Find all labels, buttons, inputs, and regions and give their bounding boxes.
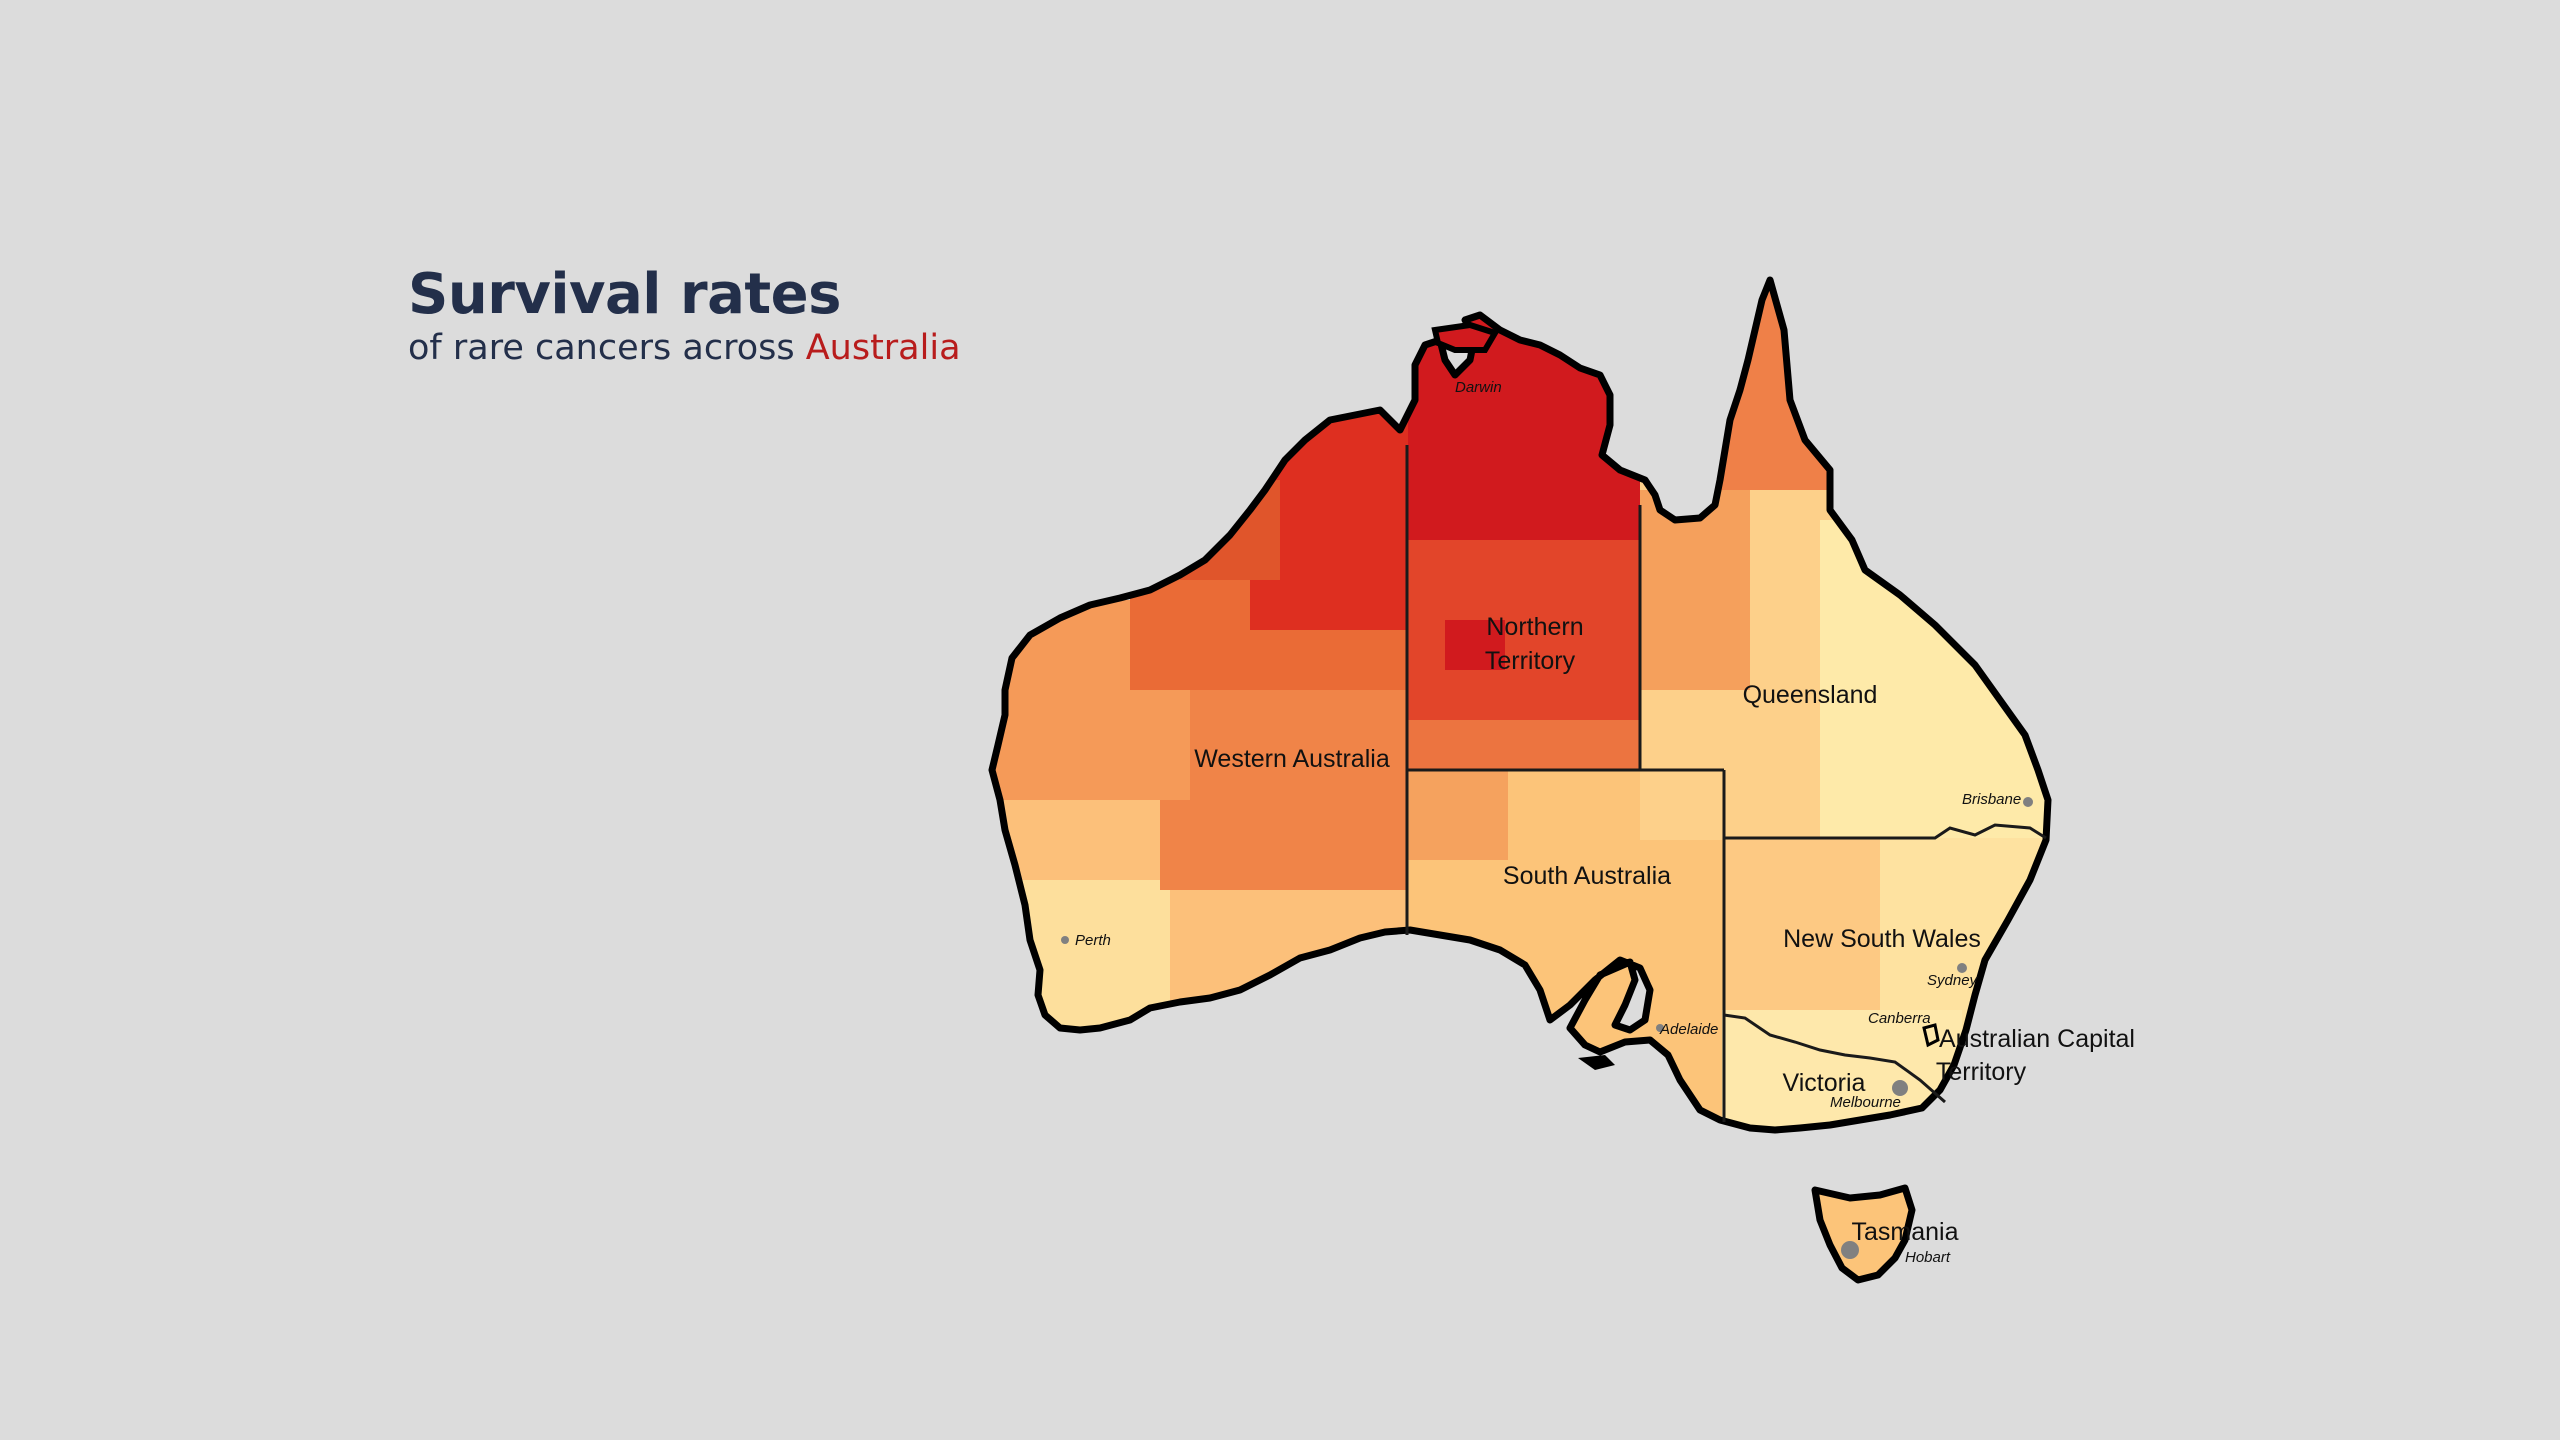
nt-label-line2: Territory xyxy=(1485,647,1576,675)
map-subtitle: of rare cancers across Australia xyxy=(408,328,961,368)
nsw-label: New South Wales xyxy=(1783,925,1981,953)
act-label-line2: Territory xyxy=(1936,1058,2027,1086)
sa-north-region xyxy=(1408,770,1508,860)
sydney-label: Sydney xyxy=(1927,972,1979,989)
adelaide-label: Adelaide xyxy=(1659,1021,1718,1038)
state-borders xyxy=(1405,445,2047,1122)
kangaroo-island xyxy=(1578,1055,1615,1070)
title-block: Survival rates of rare cancers across Au… xyxy=(408,262,961,368)
wa-label: Western Australia xyxy=(1194,745,1390,773)
city-markers xyxy=(1061,797,2033,1259)
adelaide-marker xyxy=(1656,1024,1664,1032)
perth-label: Perth xyxy=(1075,932,1111,949)
act-label-line1: Australian Capital xyxy=(1939,1025,2135,1053)
nt-hotspot-region xyxy=(1445,620,1505,670)
nsw-vic-border xyxy=(1723,1013,1946,1104)
brisbane-marker xyxy=(2023,797,2033,807)
sydney-marker xyxy=(1957,963,1967,973)
sa-label: South Australia xyxy=(1503,862,1671,890)
subtitle-accent: Australia xyxy=(805,328,961,368)
canberra-label: Canberra xyxy=(1868,1010,1931,1027)
qld-label: Queensland xyxy=(1743,681,1878,709)
melbourne-marker xyxy=(1892,1080,1908,1096)
hobart-label: Hobart xyxy=(1905,1249,1951,1266)
qld-nsw-border xyxy=(1724,823,2047,840)
perth-marker xyxy=(1061,936,1069,944)
wa-central-region xyxy=(1160,690,1410,890)
tas-label: Tasmania xyxy=(1852,1218,1959,1246)
hobart-marker xyxy=(1841,1241,1859,1259)
act-outline xyxy=(1922,1023,1940,1048)
subtitle-text: of rare cancers across xyxy=(408,328,806,368)
melville-island xyxy=(1431,321,1500,353)
melbourne-label: Melbourne xyxy=(1830,1094,1901,1111)
brisbane-label: Brisbane xyxy=(1962,791,2021,808)
vic-label: Victoria xyxy=(1783,1069,1866,1097)
nt-label-line1: Northern xyxy=(1486,613,1583,641)
tasmania-island xyxy=(1811,1184,1916,1284)
darwin-label: Darwin xyxy=(1455,379,1502,396)
qld-west-region xyxy=(1640,490,1750,690)
map-title: Survival rates xyxy=(408,262,841,327)
